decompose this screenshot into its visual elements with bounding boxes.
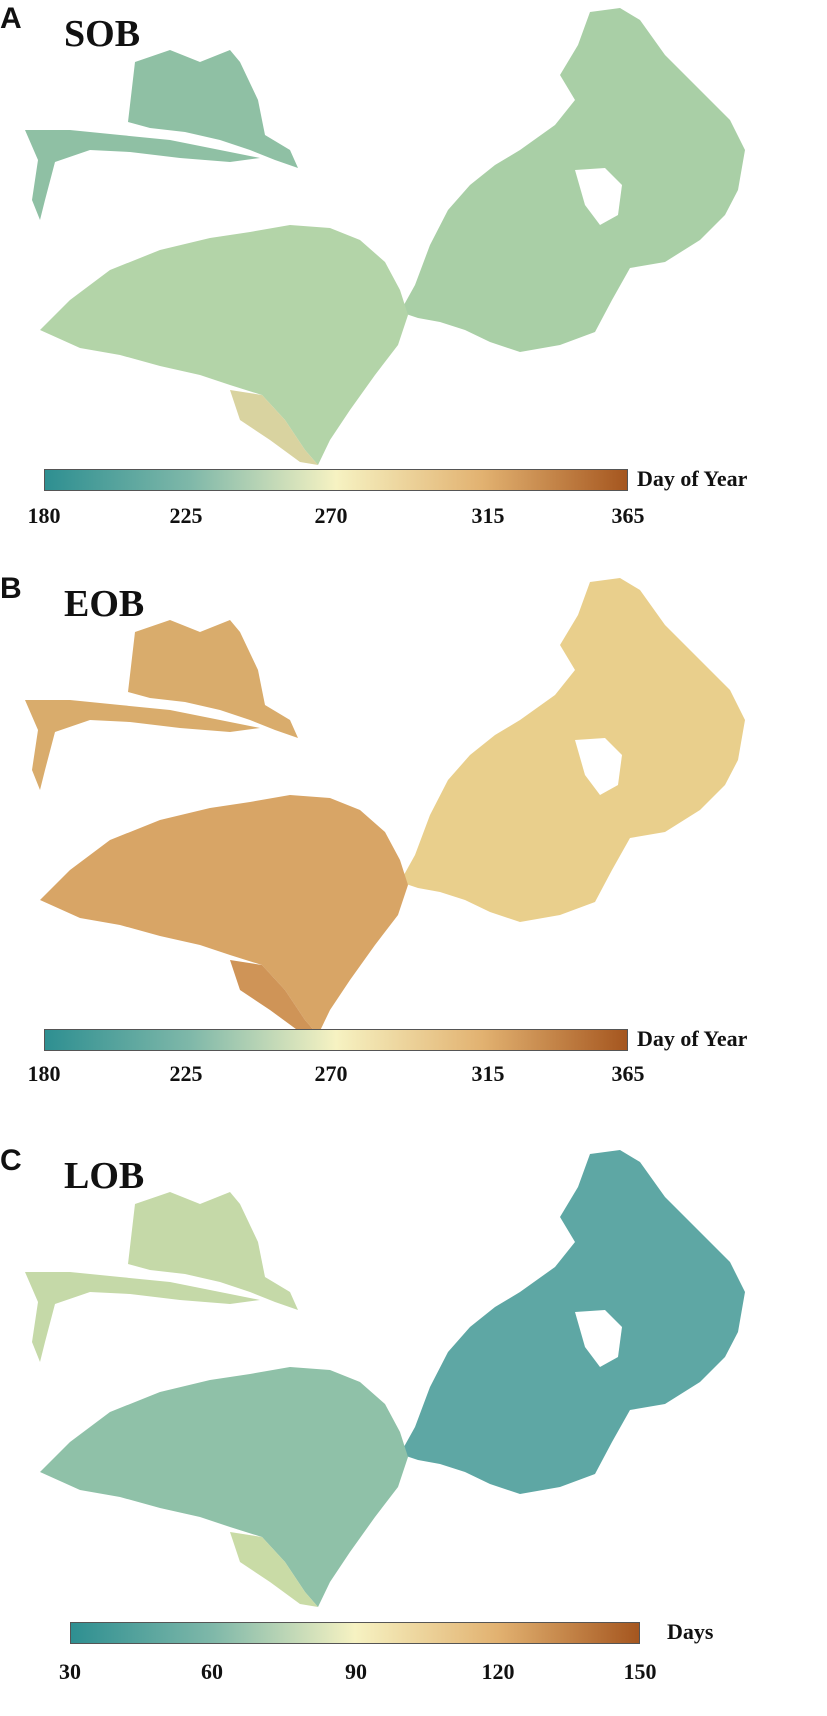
colorbar-tick: 225 bbox=[169, 503, 203, 528]
region-west bbox=[40, 225, 408, 465]
lob-map bbox=[25, 1150, 745, 1607]
colorbar-tick: 120 bbox=[481, 1659, 515, 1684]
colorbar-tick: 315 bbox=[471, 503, 505, 528]
region-west bbox=[40, 1367, 408, 1607]
panel-letter: C bbox=[0, 1144, 22, 1177]
colorbar-tick: 90 bbox=[345, 1659, 367, 1684]
colorbar-tick: 225 bbox=[169, 1061, 203, 1086]
colorbar bbox=[44, 1029, 628, 1051]
region-northwest bbox=[128, 1192, 298, 1310]
region-lake-hole bbox=[575, 168, 622, 225]
colorbar-tick: 315 bbox=[471, 1061, 505, 1086]
region-northwest-strip bbox=[25, 1272, 260, 1362]
panel-letter: A bbox=[0, 2, 22, 35]
colorbar-tick: 150 bbox=[623, 1659, 657, 1684]
region-south bbox=[230, 1532, 318, 1607]
eob-map bbox=[25, 578, 745, 1035]
colorbar-tick: 180 bbox=[27, 503, 61, 528]
region-south bbox=[230, 960, 318, 1035]
colorbar bbox=[70, 1622, 640, 1644]
region-lake-hole bbox=[575, 1310, 622, 1367]
region-northwest-strip bbox=[25, 130, 260, 220]
region-northwest bbox=[128, 620, 298, 738]
colorbar-unit: Days bbox=[667, 1619, 714, 1644]
colorbar-tick: 365 bbox=[611, 503, 645, 528]
region-east bbox=[400, 1150, 745, 1494]
region-lake-hole bbox=[575, 738, 622, 795]
colorbar-unit: Day of Year bbox=[637, 466, 748, 491]
region-northwest-strip bbox=[25, 700, 260, 790]
colorbar-tick: 365 bbox=[611, 1061, 645, 1086]
region-south bbox=[230, 390, 318, 465]
panel-letter: B bbox=[0, 572, 22, 605]
colorbar-tick: 270 bbox=[314, 1061, 348, 1086]
colorbar-tick: 180 bbox=[27, 1061, 61, 1086]
sob-map bbox=[25, 8, 745, 465]
panel-sob: A SOB Day of Year 180 225 270 315 365 bbox=[0, 0, 827, 570]
region-east bbox=[400, 578, 745, 922]
panel-title: EOB bbox=[64, 583, 145, 625]
colorbar bbox=[44, 469, 628, 491]
panel-eob: B EOB Day of Year 180 225 270 315 365 bbox=[0, 570, 827, 1142]
panel-title: SOB bbox=[64, 13, 141, 55]
panel-lob: C LOB Days 30 60 90 120 150 bbox=[0, 1142, 827, 1716]
colorbar-tick: 30 bbox=[59, 1659, 81, 1684]
panel-title: LOB bbox=[64, 1155, 145, 1197]
region-northwest bbox=[128, 50, 298, 168]
region-west bbox=[40, 795, 408, 1035]
colorbar-tick: 60 bbox=[201, 1659, 223, 1684]
colorbar-unit: Day of Year bbox=[637, 1026, 748, 1051]
region-east bbox=[400, 8, 745, 352]
colorbar-tick: 270 bbox=[314, 503, 348, 528]
